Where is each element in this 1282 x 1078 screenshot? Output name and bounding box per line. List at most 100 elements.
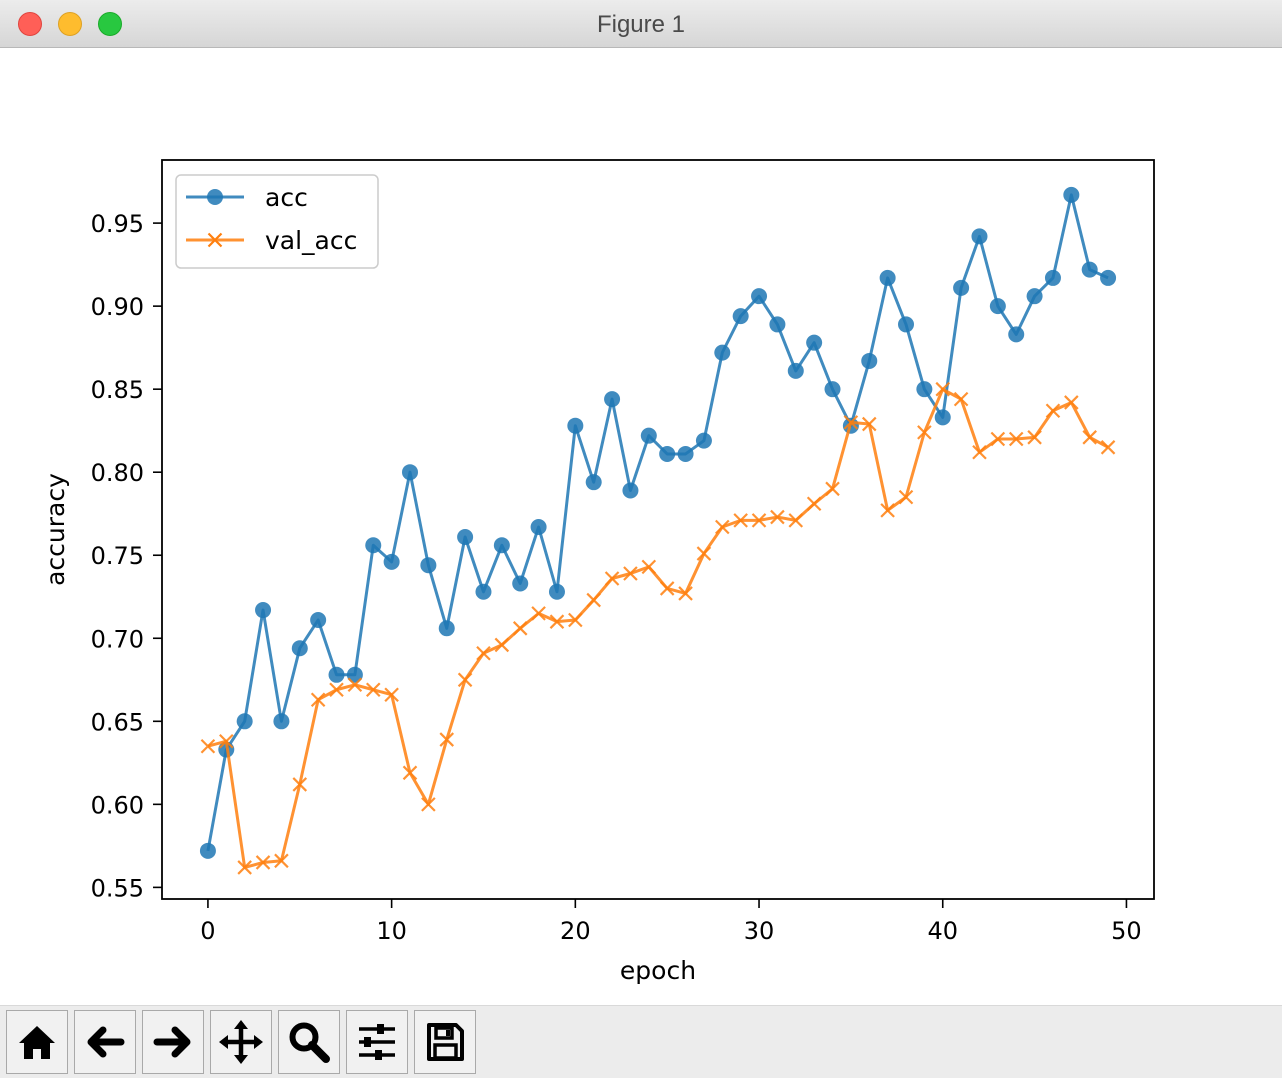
- data-point: [549, 614, 565, 629]
- data-point: [623, 566, 638, 581]
- data-point: [475, 583, 492, 600]
- data-point: [678, 586, 693, 601]
- data-point: [825, 481, 840, 497]
- data-point: [439, 732, 455, 747]
- configure-subplots-icon: [359, 1024, 395, 1060]
- data-point: [421, 797, 436, 812]
- x-tick-label: 20: [560, 917, 591, 945]
- x-tick-label: 40: [927, 917, 958, 945]
- data-point: [1082, 430, 1097, 445]
- legend-label: val_acc: [265, 226, 357, 255]
- data-point: [1100, 440, 1116, 455]
- data-point: [402, 464, 418, 481]
- zoom-button[interactable]: [278, 1010, 340, 1074]
- data-point: [898, 489, 914, 505]
- forward-button[interactable]: [142, 1010, 204, 1074]
- data-point: [898, 316, 914, 333]
- y-tick-label: 0.55: [91, 874, 144, 902]
- data-point: [604, 571, 620, 586]
- y-tick-label: 0.65: [91, 708, 144, 736]
- home-button[interactable]: [6, 1010, 68, 1074]
- back-button[interactable]: [74, 1010, 136, 1074]
- data-point: [494, 637, 510, 653]
- data-point: [843, 415, 859, 430]
- data-point: [1026, 288, 1043, 305]
- data-point: [219, 733, 234, 749]
- data-point: [329, 682, 344, 698]
- data-point: [568, 612, 583, 628]
- y-tick-label: 0.80: [91, 459, 144, 487]
- data-point: [1008, 431, 1024, 447]
- data-point: [677, 445, 694, 462]
- data-point: [365, 682, 381, 698]
- data-point: [1008, 326, 1025, 343]
- data-point: [237, 860, 252, 875]
- back-arrow-icon: [87, 1026, 125, 1058]
- save-icon: [427, 1023, 464, 1061]
- x-axis-label: epoch: [620, 956, 696, 985]
- data-point: [971, 228, 988, 245]
- y-axis-label: accuracy: [41, 473, 70, 586]
- save-button[interactable]: [414, 1010, 476, 1074]
- data-point: [1063, 186, 1080, 203]
- data-point: [384, 687, 399, 703]
- data-point: [787, 362, 804, 379]
- x-tick-label: 0: [200, 917, 215, 945]
- data-point: [934, 409, 951, 426]
- data-point: [292, 777, 308, 792]
- data-point: [255, 855, 271, 870]
- data-point: [917, 425, 932, 440]
- data-point: [420, 557, 437, 574]
- y-tick-label: 0.85: [91, 376, 144, 404]
- axes-frame: [161, 159, 1155, 900]
- configure-subplots-button[interactable]: [346, 1010, 408, 1074]
- series-val_acc: [200, 381, 1116, 875]
- data-point: [512, 575, 529, 592]
- close-window-button[interactable]: [18, 12, 42, 36]
- data-point: [567, 417, 584, 434]
- series-line-val_acc: [207, 387, 1109, 869]
- data-point: [236, 713, 253, 730]
- data-point: [365, 537, 382, 554]
- pan-button[interactable]: [210, 1010, 272, 1074]
- data-point: [696, 546, 712, 561]
- x-tick-label: 30: [744, 917, 775, 945]
- data-point: [769, 316, 786, 333]
- data-point: [861, 416, 877, 432]
- data-point: [880, 503, 895, 518]
- legend-marker: [207, 232, 223, 248]
- data-point: [953, 279, 970, 296]
- forward-arrow-icon: [153, 1026, 191, 1058]
- data-point: [604, 391, 621, 408]
- data-point: [861, 352, 878, 369]
- legend: acc val_acc: [175, 174, 379, 269]
- data-point: [641, 559, 657, 575]
- data-point: [972, 445, 987, 460]
- data-point: [457, 672, 473, 688]
- data-point: [659, 445, 676, 462]
- data-point: [770, 509, 785, 525]
- minimize-window-button[interactable]: [58, 12, 82, 36]
- data-point: [622, 482, 639, 499]
- maximize-window-button[interactable]: [98, 12, 122, 36]
- data-point: [274, 853, 289, 869]
- data-point: [347, 677, 363, 693]
- data-point: [788, 513, 804, 528]
- data-point: [1081, 261, 1098, 278]
- legend-label: acc: [265, 183, 308, 212]
- data-point: [255, 602, 272, 619]
- data-point: [733, 513, 748, 528]
- data-point: [751, 288, 768, 305]
- data-point: [346, 666, 363, 683]
- home-icon: [19, 1026, 55, 1059]
- data-point: [806, 334, 823, 351]
- data-point: [806, 496, 822, 512]
- data-point: [328, 666, 345, 683]
- navigation-toolbar: [0, 1005, 1282, 1078]
- y-tick-label: 0.90: [91, 293, 144, 321]
- y-tick-label: 0.70: [91, 625, 144, 653]
- x-tick-label: 50: [1111, 917, 1142, 945]
- x-tick-label: 10: [376, 917, 407, 945]
- data-point: [402, 765, 418, 781]
- y-tick-label: 0.60: [91, 791, 144, 819]
